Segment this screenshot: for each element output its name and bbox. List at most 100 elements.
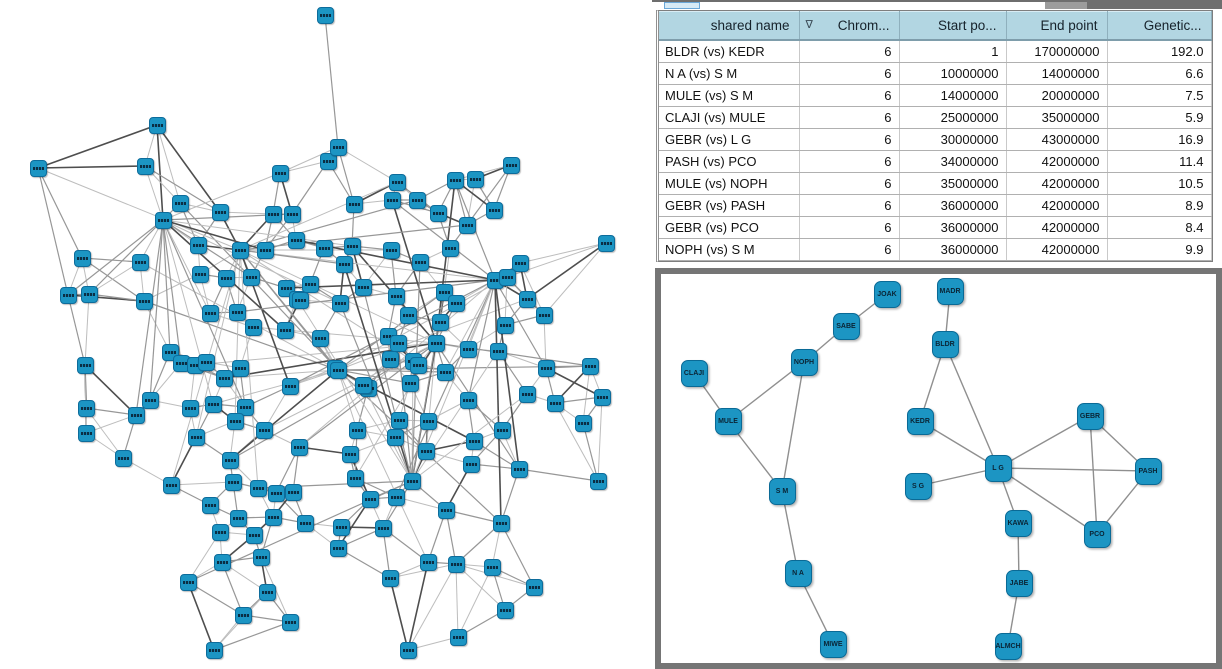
network-node[interactable] (381, 569, 399, 587)
network-node[interactable] (387, 287, 405, 305)
network-node[interactable] (255, 421, 273, 439)
network-node[interactable] (388, 173, 406, 191)
network-node[interactable] (136, 157, 154, 175)
network-node[interactable] (458, 216, 476, 234)
network-node[interactable] (546, 394, 564, 412)
table-row[interactable]: GEBR (vs) L G 6 30000000 43000000 16.9 (659, 128, 1212, 151)
network-node[interactable] (597, 234, 615, 252)
network-node[interactable] (329, 539, 347, 557)
network-node[interactable] (593, 388, 611, 406)
network-node-almch[interactable]: ALMCH (994, 632, 1022, 660)
network-node-s-m[interactable]: S M (768, 477, 796, 505)
table-row[interactable]: N A (vs) S M 6 10000000 14000000 6.6 (659, 62, 1212, 85)
network-node[interactable] (59, 286, 77, 304)
network-node[interactable] (211, 203, 229, 221)
network-node[interactable] (221, 451, 239, 469)
network-node[interactable] (215, 369, 233, 387)
network-node[interactable] (496, 601, 514, 619)
network-node[interactable] (431, 313, 449, 331)
network-node[interactable] (437, 501, 455, 519)
network-node-n-a[interactable]: N A (784, 559, 812, 587)
network-node[interactable] (389, 334, 407, 352)
network-node[interactable] (242, 268, 260, 286)
network-node[interactable] (319, 152, 337, 170)
network-node[interactable] (296, 514, 314, 532)
table-row[interactable]: PASH (vs) PCO 6 34000000 42000000 11.4 (659, 150, 1212, 173)
network-node[interactable] (502, 156, 520, 174)
network-node[interactable] (249, 479, 267, 497)
network-node[interactable] (231, 241, 249, 259)
network-node[interactable] (73, 249, 91, 267)
network-node[interactable] (518, 290, 536, 308)
filter-icon[interactable]: ∇ (805, 19, 813, 31)
network-node[interactable] (171, 194, 189, 212)
network-node[interactable] (187, 428, 205, 446)
network-node[interactable] (258, 583, 276, 601)
table-row[interactable]: MULE (vs) S M 6 14000000 20000000 7.5 (659, 84, 1212, 107)
network-node[interactable] (510, 460, 528, 478)
network-node[interactable] (211, 523, 229, 541)
network-node[interactable] (403, 472, 421, 490)
network-node[interactable] (345, 195, 363, 213)
network-node[interactable] (429, 204, 447, 222)
network-node[interactable] (234, 606, 252, 624)
network-node[interactable] (276, 321, 294, 339)
network-node[interactable] (589, 472, 607, 490)
network-node[interactable] (374, 519, 392, 537)
network-node[interactable] (162, 476, 180, 494)
network-node-l-g[interactable]: L G (984, 454, 1012, 482)
network-node[interactable] (197, 353, 215, 371)
network-node[interactable] (245, 526, 263, 544)
network-node-kedr[interactable]: KEDR (906, 407, 934, 435)
network-node[interactable] (148, 116, 166, 134)
network-node[interactable] (114, 449, 132, 467)
network-node[interactable] (411, 253, 429, 271)
network-node[interactable] (417, 442, 435, 460)
network-node[interactable] (399, 306, 417, 324)
network-node[interactable] (518, 385, 536, 403)
table-row[interactable]: GEBR (vs) PASH 6 36000000 42000000 8.9 (659, 194, 1212, 217)
table-row[interactable]: NOPH (vs) S M 6 36000000 42000000 9.9 (659, 238, 1212, 261)
network-node[interactable] (201, 304, 219, 322)
network-node-pash[interactable]: PASH (1134, 457, 1162, 485)
network-node[interactable] (525, 578, 543, 596)
network-node[interactable] (264, 508, 282, 526)
network-node[interactable] (204, 395, 222, 413)
network-node[interactable] (290, 438, 308, 456)
network-node[interactable] (492, 514, 510, 532)
network-node[interactable] (284, 483, 302, 501)
network-node-bldr[interactable]: BLDR (931, 330, 959, 358)
network-node[interactable] (387, 488, 405, 506)
network-node[interactable] (335, 255, 353, 273)
network-node[interactable] (283, 205, 301, 223)
network-node[interactable] (489, 342, 507, 360)
network-node[interactable] (189, 236, 207, 254)
network-node[interactable] (399, 641, 417, 659)
network-node[interactable] (466, 170, 484, 188)
network-node[interactable] (498, 268, 516, 286)
network-node[interactable] (459, 340, 477, 358)
network-node[interactable] (341, 445, 359, 463)
network-node[interactable] (301, 275, 319, 293)
network-node[interactable] (264, 205, 282, 223)
network-node[interactable] (537, 359, 555, 377)
network-node-gebr[interactable]: GEBR (1076, 402, 1104, 430)
table-row[interactable]: BLDR (vs) KEDR 6 1 170000000 192.0 (659, 40, 1212, 63)
network-node[interactable] (236, 398, 254, 416)
network-node[interactable] (229, 509, 247, 527)
network-node[interactable] (226, 412, 244, 430)
table-header-cell[interactable]: ∇ Chrom... (799, 11, 900, 41)
network-node[interactable] (224, 473, 242, 491)
network-node[interactable] (205, 641, 223, 659)
network-node[interactable] (462, 455, 480, 473)
network-node[interactable] (201, 496, 219, 514)
network-node[interactable] (252, 548, 270, 566)
network-node[interactable] (496, 316, 514, 334)
network-node[interactable] (574, 414, 592, 432)
table-panel-tab[interactable] (664, 2, 700, 9)
network-node[interactable] (141, 391, 159, 409)
network-node[interactable] (409, 356, 427, 374)
network-node[interactable] (354, 278, 372, 296)
network-node[interactable] (419, 412, 437, 430)
network-node[interactable] (386, 428, 404, 446)
